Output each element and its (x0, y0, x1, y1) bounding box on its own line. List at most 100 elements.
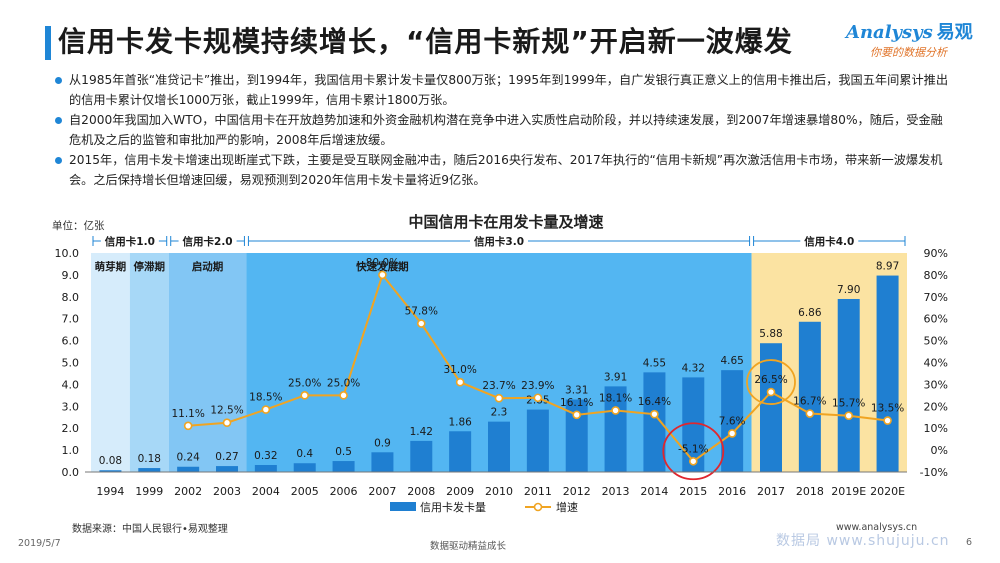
highlight-circle (662, 422, 725, 481)
legend-line-marker (533, 502, 543, 512)
y-left-tick-label: 7.0 (62, 313, 80, 326)
x-tick-label: 1999 (135, 485, 163, 498)
x-tick-label: 2010 (485, 485, 513, 498)
growth-point (883, 416, 892, 425)
stage-label: 启动期 (192, 260, 224, 273)
bar (371, 452, 394, 472)
growth-data-label: 26.5% (754, 374, 787, 386)
growth-point (805, 409, 815, 418)
y-right-tick-label: 50% (924, 335, 948, 348)
bar-data-label: 1.42 (410, 426, 433, 438)
bullet-list: 从1985年首张“准贷记卡”推出，到1994年，我国信用卡累计发卡量仅800万张… (53, 70, 953, 190)
bar-data-label: 4.32 (682, 362, 705, 374)
bar (604, 386, 627, 472)
growth-data-label: 31.0% (443, 364, 476, 376)
era-label: 信用卡3.0 (474, 235, 524, 248)
growth-data-label: 16.1% (560, 397, 593, 409)
bar (254, 464, 277, 472)
growth-point (650, 409, 659, 419)
growth-point (339, 391, 348, 400)
growth-data-label: 18.1% (599, 392, 632, 404)
logo-wordmark: Analysys 易观 (846, 18, 973, 44)
growth-data-label: 7.6% (719, 415, 746, 427)
era-label: 信用卡4.0 (804, 235, 854, 248)
x-tick-label: 2009 (446, 485, 474, 498)
growth-point (688, 456, 698, 466)
bar (99, 470, 122, 472)
x-tick-label: 2013 (602, 485, 630, 498)
x-tick-label: 2016 (718, 485, 746, 498)
growth-point (300, 391, 310, 400)
era-label-bg (800, 233, 859, 248)
era-label-bg (100, 233, 159, 248)
bar-data-label: 0.4 (296, 448, 313, 460)
x-tick-label: 2017 (757, 485, 785, 498)
growth-data-label: 23.7% (482, 380, 515, 392)
logo-cn: 易观 (936, 22, 973, 43)
x-tick-label: 2011 (524, 485, 552, 498)
x-tick-label: 2015 (679, 485, 707, 498)
y-left-tick-label: 5.0 (62, 357, 80, 370)
legend-bar-swatch (390, 502, 416, 511)
y-right-tick-label: 10% (924, 422, 948, 435)
y-right-tick-label: 0% (931, 444, 948, 457)
stage-label: 快速发展期 (355, 260, 409, 273)
growth-data-label: 25.0% (327, 377, 360, 389)
data-source: 数据来源：中国人民银行•易观整理 (72, 524, 228, 535)
bar (293, 463, 316, 472)
legend-line-label: 增速 (556, 500, 578, 514)
era-label: 信用卡1.0 (105, 235, 155, 248)
growth-point (494, 393, 504, 403)
bar-data-label: 0.18 (138, 453, 161, 465)
bar-data-label: 4.55 (643, 357, 666, 369)
growth-point (766, 387, 776, 397)
y-right-tick-label: -10% (920, 466, 948, 479)
bar (410, 440, 433, 472)
bar-data-label: 0.32 (254, 450, 277, 462)
logo-text: nalysys (859, 22, 933, 43)
x-tick-label: 1994 (96, 485, 124, 498)
bar (449, 431, 472, 472)
footer-url[interactable]: www.analysys.cn (836, 522, 918, 533)
bar-data-label: 0.08 (99, 455, 122, 467)
bullet-item: 从1985年首张“准贷记卡”推出，到1994年，我国信用卡累计发卡量仅800万张… (53, 70, 953, 110)
watermark: 数据局 www.shujuju.cn (776, 533, 950, 549)
bar (760, 343, 782, 472)
bar (876, 275, 899, 472)
era-label-bg (178, 233, 237, 248)
footer-slogan: 数据驱动精益成长 (430, 541, 507, 552)
bar-data-label: 0.5 (335, 446, 352, 458)
title-accent-bar (45, 26, 51, 60)
stage-band (91, 253, 130, 472)
growth-point (533, 393, 543, 403)
bar-data-label: 5.88 (759, 328, 782, 340)
bar-data-label: 2.3 (491, 407, 508, 419)
bar-data-label: 0.24 (176, 452, 200, 464)
bar-data-label: 3.91 (604, 371, 627, 383)
growth-data-label: 16.4% (638, 396, 671, 408)
x-tick-label: 2019E (831, 485, 866, 498)
growth-point (844, 411, 854, 421)
bar (721, 370, 744, 472)
growth-point (572, 410, 582, 420)
growth-data-label: 11.1% (171, 408, 204, 420)
y-right-tick-label: 20% (924, 400, 948, 413)
growth-point (261, 405, 271, 414)
bullet-item: 自2000年我国加入WTO，中国信用卡在开放趋势加速和外资金融机构潜在竞争中进入… (53, 110, 953, 150)
y-left-tick-label: 2.0 (62, 422, 80, 435)
y-left-tick-label: 6.0 (62, 335, 80, 348)
growth-data-label: 13.5% (871, 403, 904, 415)
growth-data-label: 12.5% (210, 405, 243, 417)
x-tick-label: 2003 (213, 485, 241, 498)
bar (216, 466, 238, 472)
growth-data-label: 18.5% (249, 392, 282, 404)
y-left-tick-label: 10.0 (55, 247, 80, 260)
stage-label: 停滞期 (134, 260, 166, 273)
highlight-circle (746, 359, 796, 405)
y-left-tick-label: 8.0 (62, 291, 80, 304)
bar (526, 409, 549, 472)
growth-point (378, 270, 387, 280)
page-title: 信用卡发卡规模持续增长，“信用卡新规”开启新一波爆发 (58, 25, 793, 58)
bar-data-label: 0.9 (374, 437, 391, 449)
